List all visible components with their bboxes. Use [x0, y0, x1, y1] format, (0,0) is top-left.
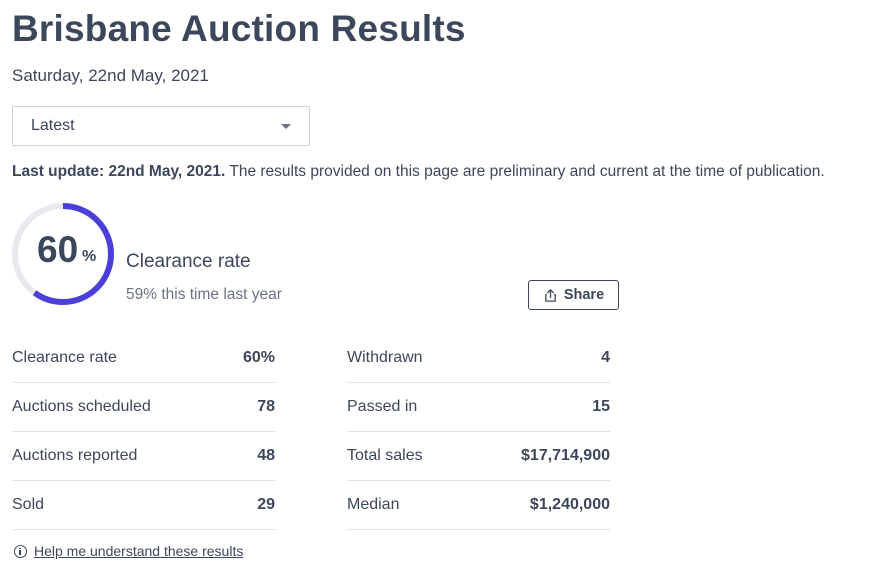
- stat-value: $17,714,900: [521, 447, 610, 464]
- stat-row: Withdrawn 4: [347, 334, 610, 383]
- chevron-down-icon: [281, 124, 291, 129]
- clearance-rate-last-year: 59% this time last year: [126, 286, 282, 303]
- clearance-rate-value: 60: [37, 229, 79, 270]
- last-update-date: Last update: 22nd May, 2021.: [12, 163, 226, 180]
- stat-value: 60%: [242, 349, 275, 366]
- help-link-row: Help me understand these results: [14, 543, 243, 559]
- info-icon: [14, 544, 27, 558]
- stat-row: Auctions scheduled 78: [12, 383, 275, 432]
- stat-value: 48: [257, 447, 275, 464]
- stat-row: Sold 29: [12, 481, 275, 530]
- stat-label: Auctions reported: [12, 447, 138, 464]
- stat-label: Passed in: [347, 398, 418, 415]
- stat-value: $1,240,000: [529, 496, 610, 513]
- share-label: Share: [563, 287, 605, 303]
- last-update-text: The results provided on this page are pr…: [229, 163, 825, 180]
- stats-table-right: Withdrawn 4 Passed in 15 Total sales $17…: [347, 334, 610, 530]
- stat-row: Median $1,240,000: [347, 481, 610, 530]
- stat-row: Auctions reported 48: [12, 432, 275, 481]
- results-period-select[interactable]: Latest: [12, 106, 310, 146]
- stat-label: Auctions scheduled: [12, 398, 151, 415]
- share-button[interactable]: Share: [528, 280, 619, 310]
- stat-value: 15: [592, 398, 610, 415]
- stats-table-left: Clearance rate 60% Auctions scheduled 78…: [12, 334, 275, 530]
- ring-progress: [12, 203, 114, 305]
- auction-date: Saturday, 22nd May, 2021: [12, 66, 209, 85]
- stat-label: Sold: [12, 496, 45, 513]
- stat-row: Total sales $17,714,900: [347, 432, 610, 481]
- stat-label: Total sales: [347, 447, 423, 464]
- stat-value: 78: [257, 398, 275, 415]
- clearance-rate-ring: [12, 203, 114, 305]
- stat-label: Median: [347, 496, 400, 513]
- clearance-rate-label: Clearance rate: [126, 251, 251, 272]
- stat-value: 29: [257, 496, 275, 513]
- share-icon: [545, 288, 556, 302]
- help-link[interactable]: Help me understand these results: [34, 543, 244, 559]
- stat-label: Clearance rate: [12, 349, 117, 366]
- stat-value: 4: [601, 349, 610, 366]
- select-value: Latest: [31, 117, 75, 134]
- page-title: Brisbane Auction Results: [12, 8, 466, 49]
- last-update-notice: Last update: 22nd May, 2021. The results…: [12, 163, 825, 181]
- stat-row: Clearance rate 60%: [12, 334, 275, 383]
- clearance-rate-percent-sign: %: [82, 248, 97, 265]
- stat-row: Passed in 15: [347, 383, 610, 432]
- stat-label: Withdrawn: [347, 349, 423, 366]
